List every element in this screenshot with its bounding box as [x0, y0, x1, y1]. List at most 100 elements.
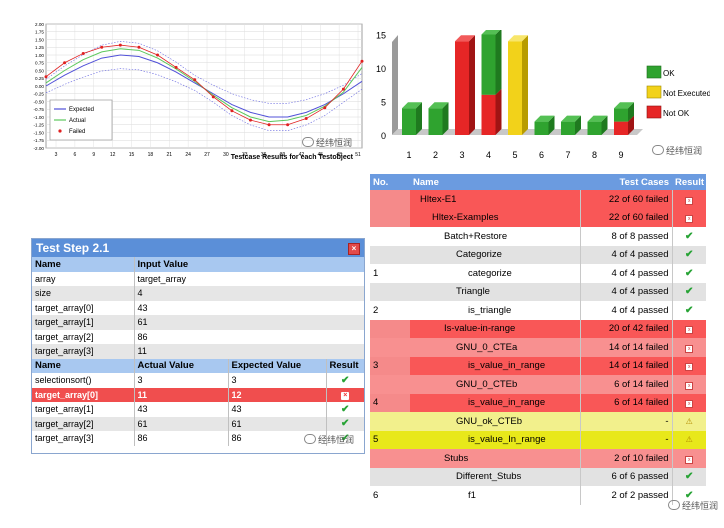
failed-point — [118, 43, 122, 47]
x-tick-label: 6 — [539, 150, 544, 160]
bar-chart: 0 5 10 15 1 2 3 4 5 6 7 8 9 OK Not Executed Not OK — [376, 30, 710, 160]
result-row[interactable]: 2 is_triangle 4 of 4 passed ✔ — [370, 301, 706, 320]
failed-point — [286, 123, 290, 127]
input-value: 86 — [133, 329, 364, 344]
row-name: Different_Stubs — [410, 467, 580, 486]
check-icon: ✔ — [685, 471, 694, 483]
result-row[interactable]: Different_Stubs 6 of 6 passed ✔ — [370, 467, 706, 486]
x-tick-label: 7 — [565, 150, 570, 160]
x-tick-label: 4 — [486, 150, 491, 160]
bar-chart-legend: OK Not Executed Not OK — [646, 65, 710, 119]
y-tick-label: 1.50 — [35, 37, 44, 42]
input-name: target_array[2] — [35, 331, 94, 342]
legend-not-executed-label: Not Executed — [663, 89, 710, 98]
result-row[interactable]: Triangle 4 of 4 passed ✔ — [370, 282, 706, 301]
row-number: 5 — [370, 430, 410, 449]
x-tick-label: 6 — [73, 152, 76, 158]
test-results-table: No. Name Test Cases Result Hltex-E1 22 of… — [370, 174, 706, 505]
row-name: Stubs — [410, 449, 580, 468]
warning-icon: ⚠ — [685, 435, 693, 445]
result-row[interactable]: Categorize 4 of 4 passed ✔ — [370, 245, 706, 264]
result-row[interactable]: 4 is_value_in_range 6 of 14 failed x — [370, 393, 706, 412]
row-test-cases: 4 of 4 passed — [579, 264, 672, 283]
failed-point — [174, 65, 178, 69]
line-chart: 2.00 1.75 1.50 1.25 1.00 0.75 0.50 0.25 0.00 -0.2… — [34, 22, 364, 161]
row-test-cases: 20 of 42 failed — [579, 319, 672, 338]
row-number — [370, 467, 410, 486]
result-row[interactable]: 6 f1 2 of 2 passed ✔ — [370, 486, 706, 505]
row-test-cases: - — [579, 412, 672, 431]
row-number: 2 — [370, 301, 410, 320]
y-tick-label: 0.50 — [35, 68, 44, 73]
result-row[interactable]: 3 is_value_in_range 14 of 14 failed x — [370, 356, 706, 375]
column-header: Result — [325, 358, 364, 373]
result-row[interactable]: Hltex-E1 22 of 60 failed x — [370, 190, 706, 209]
x-tick-label: 8 — [592, 150, 597, 160]
check-icon: ✔ — [685, 489, 694, 501]
series-line-failed — [45, 44, 363, 126]
failed-point — [230, 109, 234, 113]
y-tick-label: 1.00 — [35, 53, 44, 58]
result-row[interactable]: Is-value-in-range 20 of 42 failed x — [370, 319, 706, 338]
check-icon: ✔ — [341, 403, 350, 415]
watermark: 经纬恒润 — [668, 499, 718, 512]
row-name: Batch+Restore — [410, 227, 580, 246]
row-test-cases: 14 of 14 failed — [579, 356, 672, 375]
close-icon[interactable]: × — [348, 243, 360, 255]
failed-point — [100, 45, 104, 49]
header-result: Result — [672, 174, 706, 190]
row-name: Is-value-in-range — [410, 319, 580, 338]
bar-not-ok — [455, 35, 475, 136]
result-row[interactable]: GNU_ok_CTEb - ⚠ — [370, 412, 706, 431]
bar-ok — [428, 102, 449, 135]
y-tick-label: -0.75 — [34, 107, 45, 112]
header-test-cases: Test Cases — [580, 174, 672, 190]
result-row[interactable]: GNU_0_CTEb 6 of 14 failed x — [370, 375, 706, 394]
header-no: No. — [370, 174, 410, 190]
input-name: array — [35, 273, 56, 284]
x-tick-label: 2 — [433, 150, 438, 160]
row-test-cases: 2 of 10 failed — [579, 449, 672, 468]
failed-point — [360, 59, 364, 63]
output-actual: 43 — [133, 402, 228, 417]
row-number — [370, 338, 410, 357]
y-tick-label: 1.75 — [35, 30, 44, 35]
bar-ok — [614, 102, 634, 122]
result-row[interactable]: GNU_0_CTEa 14 of 14 failed x — [370, 338, 706, 357]
column-header: Input Value — [133, 257, 364, 272]
row-number — [370, 449, 410, 468]
row-number — [370, 412, 410, 431]
bar-ok — [587, 115, 608, 135]
row-test-cases: 22 of 60 failed — [579, 208, 672, 227]
row-name: f1 — [410, 486, 580, 505]
fail-icon: x — [685, 196, 694, 205]
fail-icon: x — [685, 215, 694, 224]
row-test-cases: 6 of 14 failed — [579, 375, 672, 394]
input-row: target_array[1] 61 — [32, 315, 364, 330]
x-tick-label: 24 — [185, 152, 191, 158]
result-row[interactable]: Hltex-Examples 22 of 60 failed x — [370, 208, 706, 227]
failed-point — [63, 61, 67, 65]
row-name: is_value_in_range — [410, 356, 580, 375]
test-step-table: Name Input Value array target_array size 4 tar… — [32, 257, 364, 446]
table-header-row: Name Input Value — [32, 257, 364, 272]
y-tick-label: 15 — [376, 31, 386, 41]
x-tick-label: 5 — [512, 150, 517, 160]
result-row[interactable]: 5 is_value_In_range - ⚠ — [370, 430, 706, 449]
output-name: selectionsort() — [35, 375, 92, 386]
x-tick-label: 51 — [355, 152, 361, 158]
row-test-cases: 8 of 8 passed — [579, 227, 672, 246]
test-step-title: Test Step 2.1 — [36, 241, 110, 255]
row-test-cases: 6 of 14 failed — [579, 393, 672, 412]
bar-chart-bars — [402, 30, 634, 136]
result-row[interactable]: 1 categorize 4 of 4 passed ✔ — [370, 264, 706, 283]
input-name: target_array[0] — [35, 302, 94, 313]
input-row: array target_array — [32, 271, 364, 286]
row-number: 4 — [370, 393, 410, 412]
result-row[interactable]: Stubs 2 of 10 failed x — [370, 449, 706, 468]
row-name: is_triangle — [410, 301, 580, 320]
result-row[interactable]: Batch+Restore 8 of 8 passed ✔ — [370, 227, 706, 246]
fail-icon: x — [685, 400, 694, 409]
line-chart-legend: Expected Actual Failed — [49, 99, 113, 141]
input-value: 11 — [133, 344, 364, 359]
